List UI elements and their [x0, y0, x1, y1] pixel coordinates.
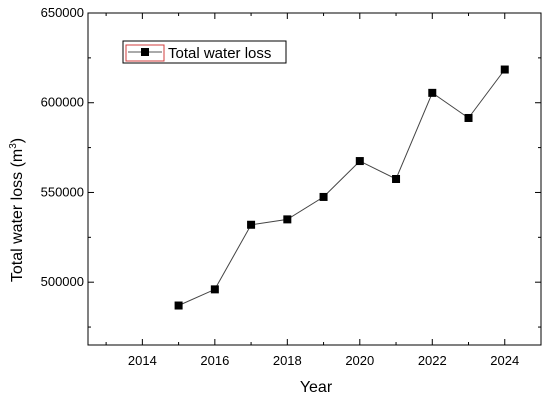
- data-point: [247, 220, 256, 229]
- data-point: [500, 65, 509, 74]
- x-tick-label: 2014: [128, 353, 157, 368]
- y-axis-title-superscript: 3: [8, 143, 19, 149]
- data-point: [319, 192, 328, 201]
- data-point: [392, 175, 401, 183]
- x-tick-label: 2016: [200, 353, 229, 368]
- y-axis-title-end: ): [9, 138, 26, 143]
- x-tick-label: 2018: [273, 353, 302, 368]
- axes: 2014 2016 2018 2020 2022 2024 500000 550000 6000…: [41, 5, 542, 368]
- x-tick-label: 2020: [345, 353, 374, 368]
- legend-swatch-highlight: [125, 44, 165, 62]
- data-point: [355, 157, 364, 166]
- y-axis-title: Total water loss (m3): [8, 138, 26, 282]
- y-tick-label: 500000: [41, 274, 84, 289]
- series-line: [178, 69, 506, 306]
- series-layer: [174, 65, 509, 310]
- data-point: [428, 88, 437, 97]
- plot-frame: [87, 12, 542, 346]
- legend-marker-square: [141, 48, 149, 56]
- data-point: [174, 301, 183, 310]
- data-point: [464, 113, 473, 122]
- data-point: [283, 215, 292, 224]
- legend: Total water loss: [122, 40, 287, 64]
- data-point: [210, 285, 219, 294]
- y-tick-label: 550000: [41, 184, 84, 199]
- y-tick-label: 600000: [41, 95, 84, 110]
- y-axis-title-main: Total water loss (m: [9, 149, 26, 282]
- x-axis-title: Year: [300, 379, 333, 396]
- y-tick-label: 650000: [41, 5, 84, 20]
- x-tick-label: 2024: [490, 353, 519, 368]
- svg-text:Total water loss (m3): Total water loss (m3): [8, 138, 26, 282]
- legend-label: Total water loss: [168, 45, 271, 62]
- x-tick-label: 2022: [418, 353, 447, 368]
